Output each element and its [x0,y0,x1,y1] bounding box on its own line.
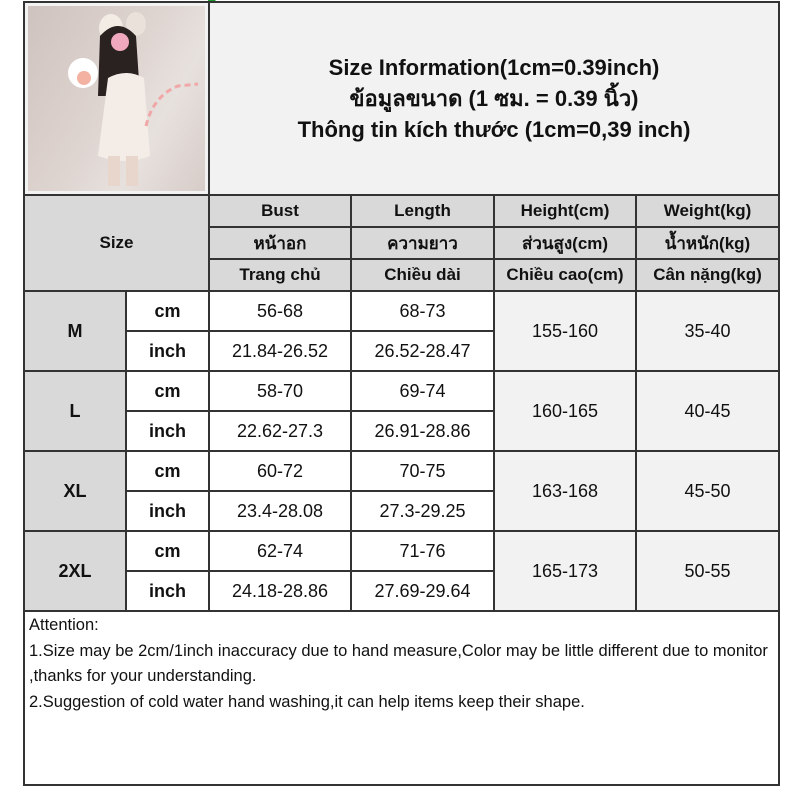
bust-inch: 23.4-28.08 [208,490,352,532]
weight-value: 45-50 [635,450,780,532]
unit-cm: cm [125,370,210,412]
size-row-cm: M cm 56-68 68-73 155-160 35-40 [23,290,780,372]
size-label: L [23,370,127,452]
unit-inch: inch [125,410,210,452]
header-bust-vi: Trang chủ [208,258,352,292]
unit-inch: inch [125,570,210,612]
product-photo-cell [23,1,210,196]
unit-cm: cm [125,450,210,492]
bust-inch: 21.84-26.52 [208,330,352,372]
length-inch: 26.52-28.47 [350,330,495,372]
height-value: 155-160 [493,290,637,372]
height-value: 160-165 [493,370,637,452]
size-row-inch: inch 23.4-28.08 27.3-29.25 [24,490,779,532]
length-cm: 69-74 [350,370,495,412]
size-info-title: Size Information(1cm=0.39inch) ข้อมูลขนา… [208,1,780,196]
height-value: 163-168 [493,450,637,532]
unit-inch: inch [125,490,210,532]
length-cm: 71-76 [350,530,495,572]
length-inch: 27.3-29.25 [350,490,495,532]
size-row-inch: inch 24.18-28.86 27.69-29.64 [24,570,779,612]
header-length: Length [350,194,495,228]
unit-cm: cm [125,530,210,572]
product-photo [28,6,205,191]
size-label: M [23,290,127,372]
header-length-thai: ความยาว [350,226,495,260]
header-bust: Bust [208,194,352,228]
header-height: Height(cm) [493,194,637,228]
note-2: 2.Suggestion of cold water hand washing,… [29,692,585,711]
header-weight-thai: น้ำหนัก(kg) [635,226,780,260]
size-row-cm: XL cm 60-72 70-75 163-168 45-50 [23,450,780,532]
bust-inch: 22.62-27.3 [208,410,352,452]
size-row-cm: L cm 58-70 69-74 160-165 40-45 [23,370,780,452]
header-bust-thai: หน้าอก [208,226,352,260]
size-chart-table: Size Information(1cm=0.39inch) ข้อมูลขนา… [23,1,780,786]
header-length-vi: Chiều dài [350,258,495,292]
header-height-thai: ส่วนสูง(cm) [493,226,637,260]
size-row-inch: inch 22.62-27.3 26.91-28.86 [24,410,779,452]
bust-inch: 24.18-28.86 [208,570,352,612]
length-inch: 27.69-29.64 [350,570,495,612]
title-english: Size Information(1cm=0.39inch) [328,55,660,80]
size-row-inch: inch 21.84-26.52 26.52-28.47 [24,330,779,372]
length-cm: 68-73 [350,290,495,332]
height-value: 165-173 [493,530,637,612]
bust-cm: 58-70 [208,370,352,412]
size-label: XL [23,450,127,532]
bust-cm: 60-72 [208,450,352,492]
bust-cm: 62-74 [208,530,352,572]
unit-inch: inch [125,330,210,372]
attention-notes: Attention: 1.Size may be 2cm/1inch inacc… [23,610,780,786]
size-label: 2XL [23,530,127,612]
weight-value: 40-45 [635,370,780,452]
unit-cm: cm [125,290,210,332]
notes-heading: Attention: [29,616,99,634]
note-1: 1.Size may be 2cm/1inch inaccuracy due t… [29,641,768,686]
header-height-vi: Chiều cao(cm) [493,258,637,292]
length-cm: 70-75 [350,450,495,492]
title-thai: ข้อมูลขนาด (1 ซม. = 0.39 นิ้ว) [349,86,639,111]
bust-cm: 56-68 [208,290,352,332]
header-weight: Weight(kg) [635,194,780,228]
weight-value: 50-55 [635,530,780,612]
length-inch: 26.91-28.86 [350,410,495,452]
size-header: Size [23,194,210,292]
header-weight-vi: Cân nặng(kg) [635,258,780,292]
size-row-cm: 2XL cm 62-74 71-76 165-173 50-55 [23,530,780,612]
weight-value: 35-40 [635,290,780,372]
title-vietnamese: Thông tin kích thước (1cm=0,39 inch) [297,117,691,142]
